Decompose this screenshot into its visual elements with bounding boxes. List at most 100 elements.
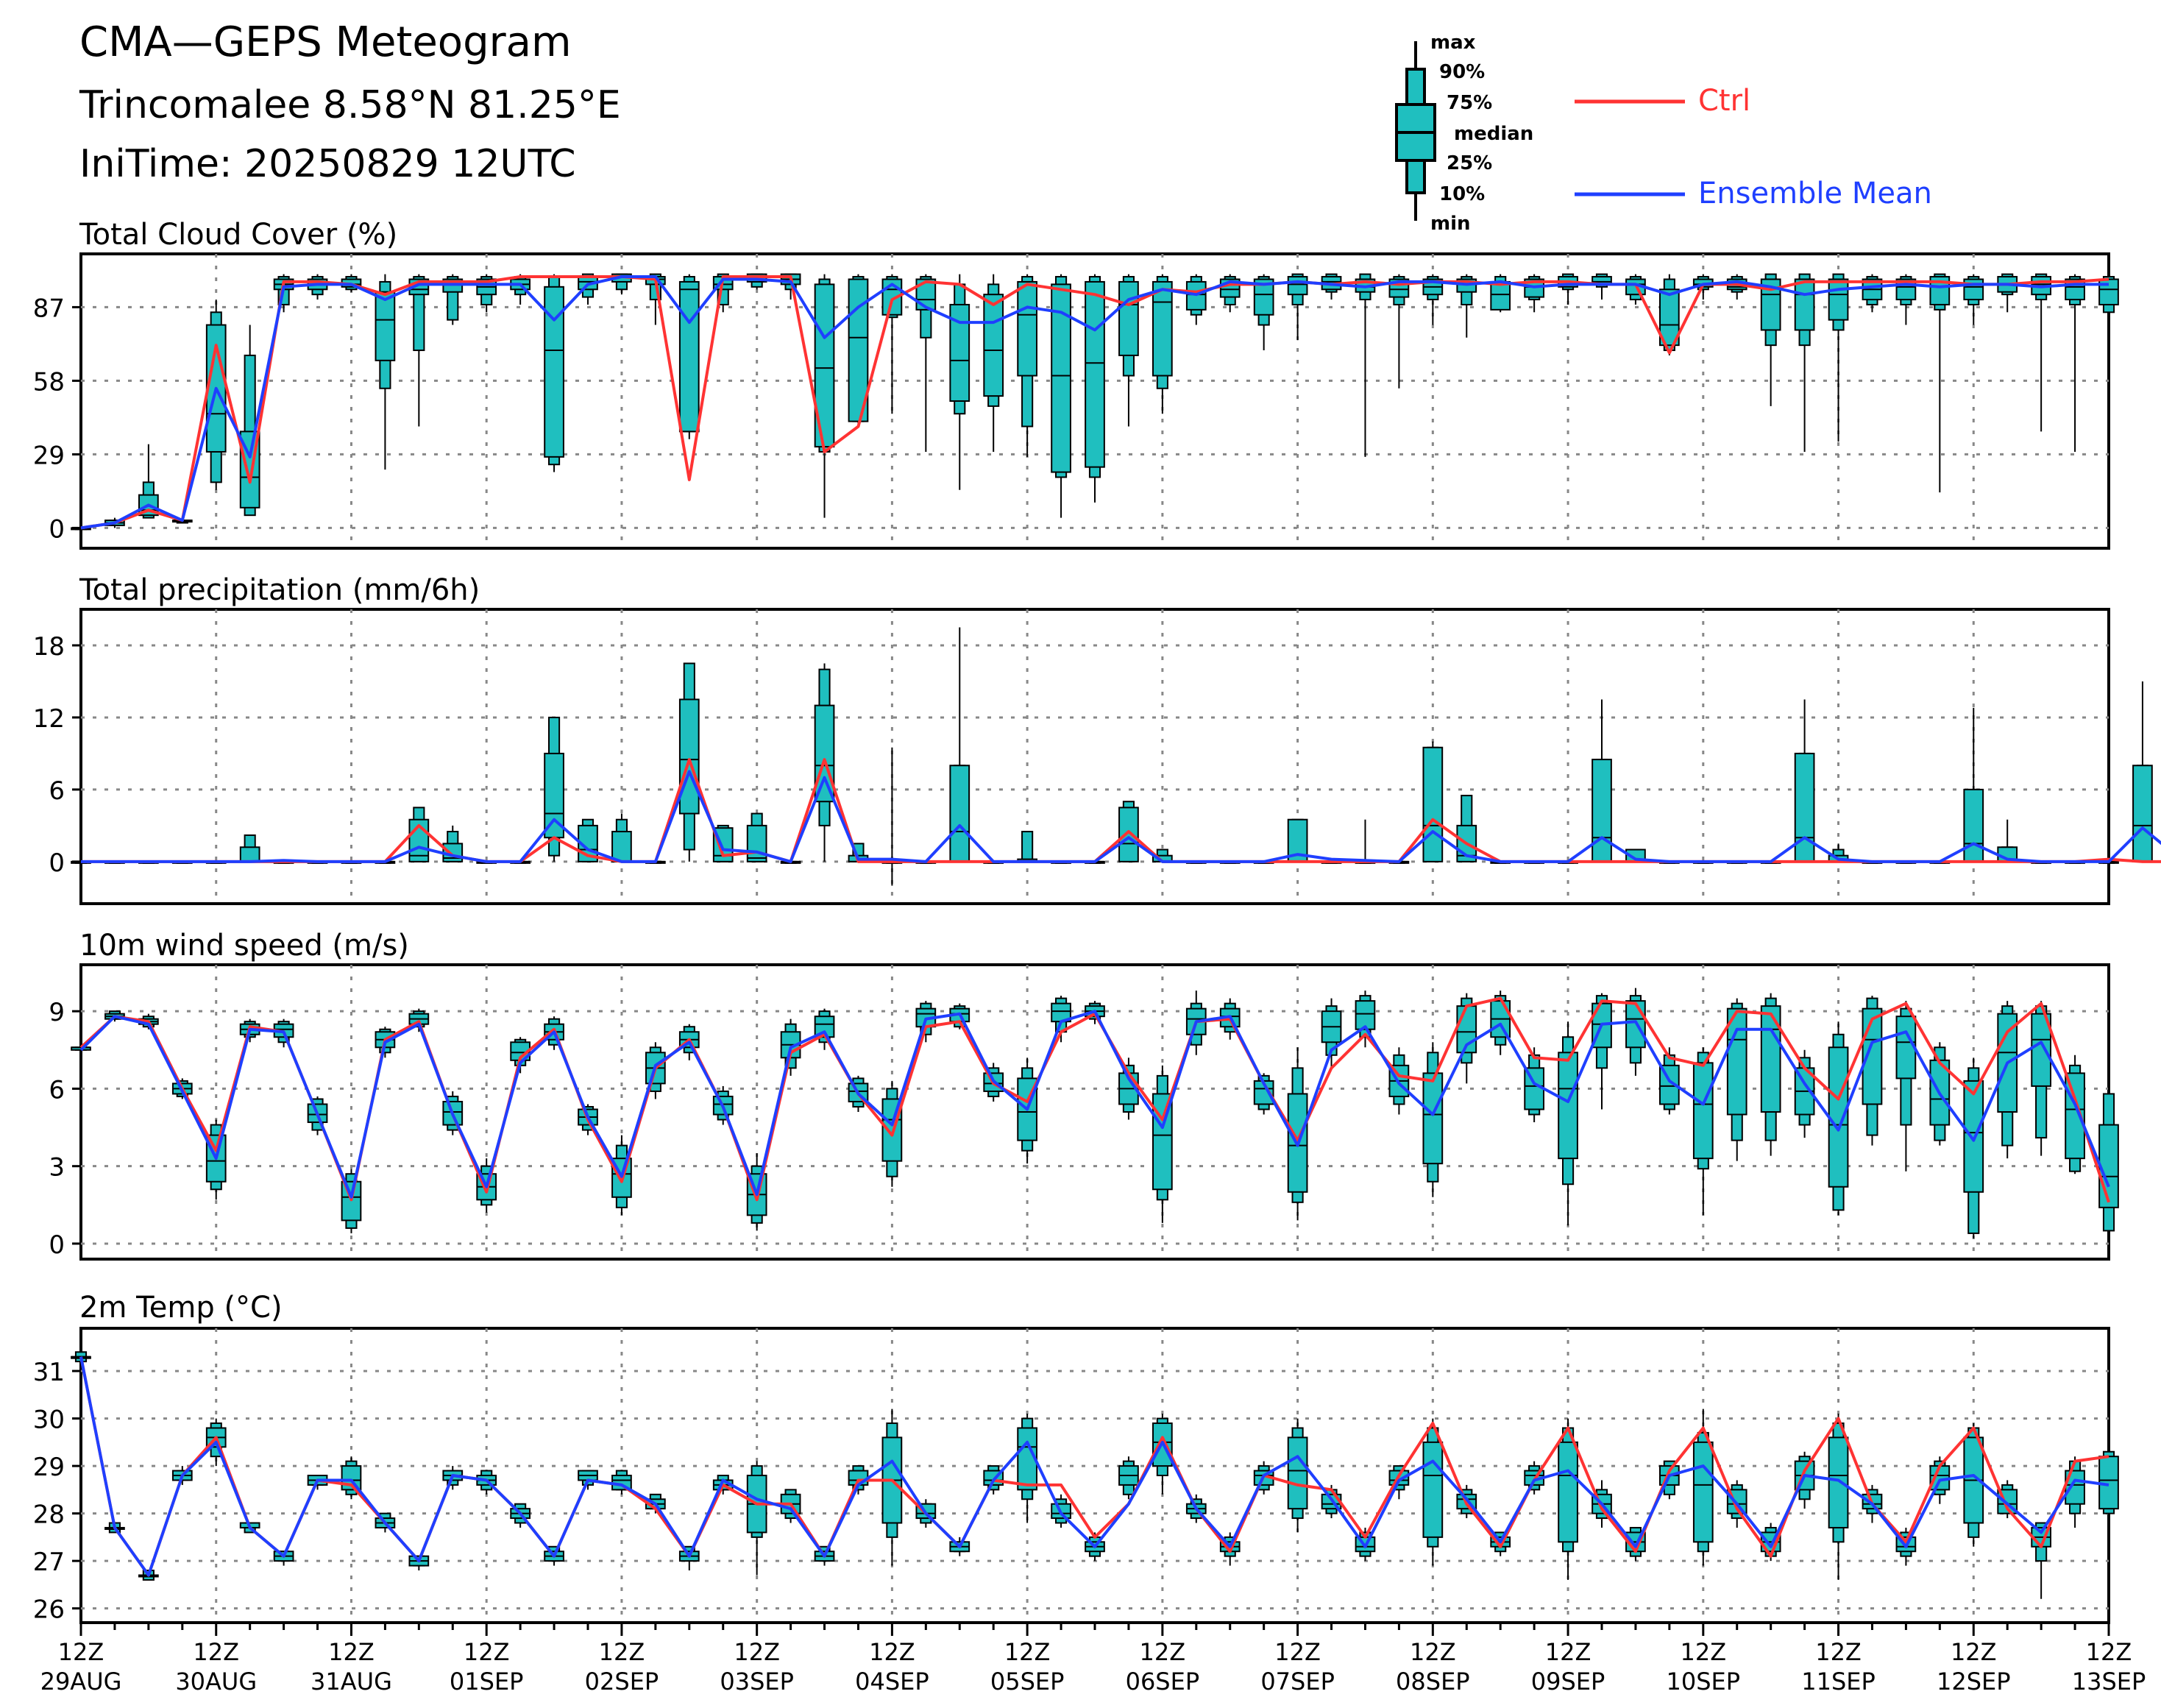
box-iqr (239, 846, 260, 862)
ensemble-mean-line (80, 275, 2109, 530)
y-tick-label: 0 (49, 848, 65, 878)
box-iqr (746, 824, 767, 862)
box-31 (1118, 801, 1139, 862)
panel-0: Total Cloud Cover (%) 0 29 58 87 (33, 218, 2119, 550)
box-iqr (1118, 807, 1139, 862)
box-iqr (1692, 1441, 1714, 1543)
box-iqr (2132, 765, 2153, 862)
box-iqr (1152, 280, 1173, 377)
box-56 (1963, 707, 1984, 862)
legend-p25-label: 25% (1447, 152, 1492, 174)
box-38 (1355, 819, 1376, 864)
box-4 (205, 300, 227, 490)
box-40 (1422, 1418, 1444, 1566)
box-iqr (1558, 1052, 1578, 1160)
box-58 (2031, 1001, 2051, 1156)
box-iqr (1726, 1007, 1747, 1116)
x-tick-date: 07SEP (1260, 1668, 1335, 1695)
box-iqr (1794, 752, 1815, 862)
box-p10-p90 (1021, 831, 1034, 862)
legend-median-label: median (1454, 123, 1533, 145)
box-25 (915, 274, 937, 452)
box-36 (1287, 273, 1308, 341)
y-tick-label: 30 (33, 1406, 65, 1435)
x-tick-hour: 12Z (58, 1638, 104, 1666)
panel-title: 10m wind speed (m/s) (79, 929, 409, 963)
box-16 (611, 813, 632, 862)
ensemble-mean-line (79, 1356, 2109, 1577)
box-61 (2132, 681, 2153, 862)
box-iqr (1963, 1080, 1984, 1193)
box-iqr (1017, 280, 1037, 377)
box-45 (1592, 273, 1612, 300)
y-tick-label: 0 (49, 1230, 65, 1260)
box-44 (1558, 1021, 1578, 1226)
box-iqr (1692, 1062, 1714, 1160)
box-iqr (611, 831, 632, 862)
y-tick-label: 58 (33, 367, 65, 397)
box-40 (1422, 741, 1444, 862)
panel-frame (79, 608, 2110, 905)
y-tick-label: 18 (33, 632, 65, 662)
box-iqr (1828, 278, 1849, 321)
box-49 (1726, 274, 1747, 300)
box-iqr (1592, 759, 1612, 862)
chart-title: CMA—GEPS Meteogram (79, 18, 572, 66)
x-tick-date: 30AUG (175, 1668, 257, 1695)
panel-2: 10m wind speed (m/s) 0 3 6 9 (49, 929, 2119, 1261)
box-iqr (1490, 280, 1511, 311)
x-tick-hour: 12Z (193, 1638, 239, 1666)
legend-p10-label: 10% (1439, 183, 1485, 205)
y-tick-label: 31 (33, 1358, 65, 1387)
box-33 (1185, 274, 1207, 325)
box-60 (2098, 274, 2119, 325)
box-iqr (1355, 1000, 1376, 1030)
panel-1: Total precipitation (mm/6h) 0 6 12 18 (33, 573, 2161, 905)
x-tick-date: 09SEP (1531, 1668, 1605, 1695)
box-53 (1862, 274, 1883, 313)
box-38 (1355, 991, 1376, 1048)
y-tick-label: 27 (33, 1548, 65, 1577)
x-tick-date: 31AUG (311, 1668, 392, 1695)
x-tick-hour: 12Z (1004, 1638, 1051, 1666)
box-50 (1760, 993, 1781, 1156)
x-tick-hour: 12Z (464, 1638, 510, 1666)
box-42 (1490, 274, 1511, 313)
box-60 (2098, 1083, 2119, 1241)
x-tick-date: 10SEP (1667, 1668, 1741, 1695)
legend: max 90% 75% median 25% 10% min Ctrl Ense… (1395, 32, 1932, 235)
box-37 (1321, 273, 1342, 300)
x-tick-date: 04SEP (855, 1668, 929, 1695)
box-22 (814, 274, 835, 518)
y-tick-label: 6 (49, 1075, 65, 1105)
box-17 (645, 1042, 666, 1099)
box-42 (1490, 991, 1511, 1055)
box-58 (2031, 273, 2051, 432)
box-iqr (2098, 1124, 2119, 1208)
box-54 (1895, 1001, 1917, 1172)
y-tick-label: 87 (33, 294, 65, 323)
box-52 (1828, 1414, 1849, 1580)
box-37 (1321, 998, 1342, 1069)
box-iqr (2031, 1013, 2051, 1087)
box-iqr (1422, 1441, 1444, 1538)
x-tick-date: 02SEP (585, 1668, 659, 1695)
box-28 (1017, 274, 1037, 457)
box-52 (1828, 1021, 1849, 1216)
box-47 (1659, 274, 1680, 355)
box-5 (239, 834, 260, 862)
x-tick-hour: 12Z (1140, 1638, 1186, 1666)
box-iqr (814, 704, 835, 803)
ensemble-mean-line (81, 770, 2161, 863)
box-iqr (949, 765, 971, 862)
box-iqr (375, 291, 396, 361)
box-20 (746, 812, 767, 862)
box-56 (1963, 1057, 1984, 1239)
x-tick-hour: 12Z (1274, 1638, 1321, 1666)
legend-max-label: max (1430, 32, 1476, 54)
x-tick-date: 06SEP (1126, 1668, 1200, 1695)
box-50 (1760, 273, 1781, 406)
legend-p75-label: 75% (1447, 92, 1492, 114)
box-38 (1355, 273, 1376, 457)
x-tick-hour: 12Z (599, 1638, 645, 1666)
